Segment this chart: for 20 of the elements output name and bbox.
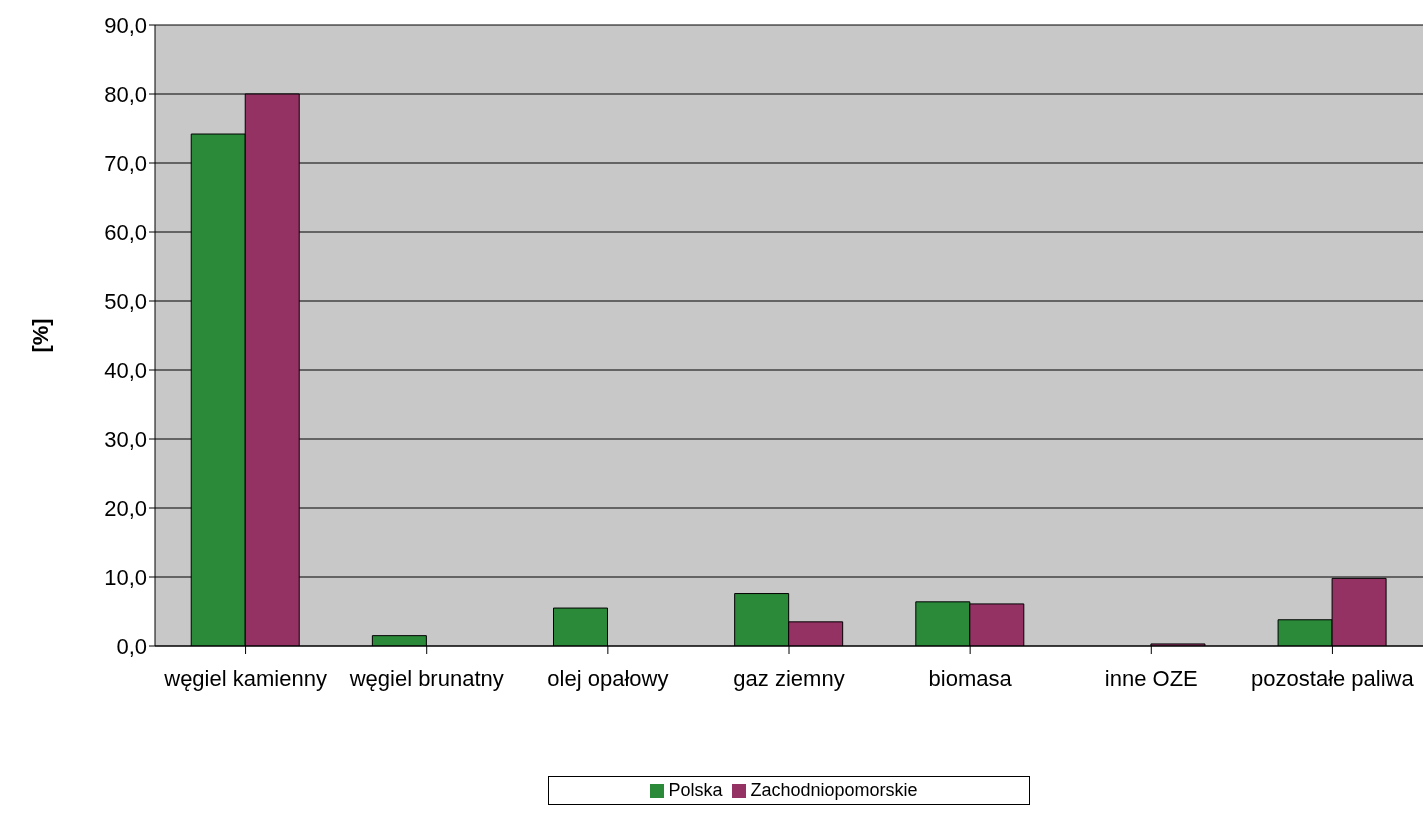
- y-tick-label: 90,0: [104, 12, 147, 38]
- y-tick-label: 60,0: [104, 219, 147, 245]
- legend-label: Zachodniopomorskie: [750, 780, 918, 800]
- x-tick-label: pozostałe paliwa: [1251, 665, 1415, 691]
- x-tick-label: węgiel brunatny: [348, 665, 504, 691]
- y-tick-label: 30,0: [104, 426, 147, 452]
- x-tick-label: olej opałowy: [547, 665, 669, 691]
- y-tick-label: 70,0: [104, 150, 147, 176]
- y-tick-label: 40,0: [104, 357, 147, 383]
- y-tick-label: 50,0: [104, 288, 147, 314]
- y-tick-label: 20,0: [104, 495, 147, 521]
- y-tick-label: 10,0: [104, 564, 147, 590]
- x-tick-label: inne OZE: [1104, 665, 1198, 691]
- x-tick-label: gaz ziemny: [733, 665, 845, 691]
- y-tick-label: 0,0: [116, 633, 147, 659]
- legend-label: Polska: [668, 780, 723, 800]
- x-tick-label: węgiel kamienny: [163, 665, 327, 691]
- y-axis-title: [%]: [27, 318, 53, 353]
- y-tick-label: 80,0: [104, 81, 147, 107]
- x-tick-label: biomasa: [928, 665, 1013, 691]
